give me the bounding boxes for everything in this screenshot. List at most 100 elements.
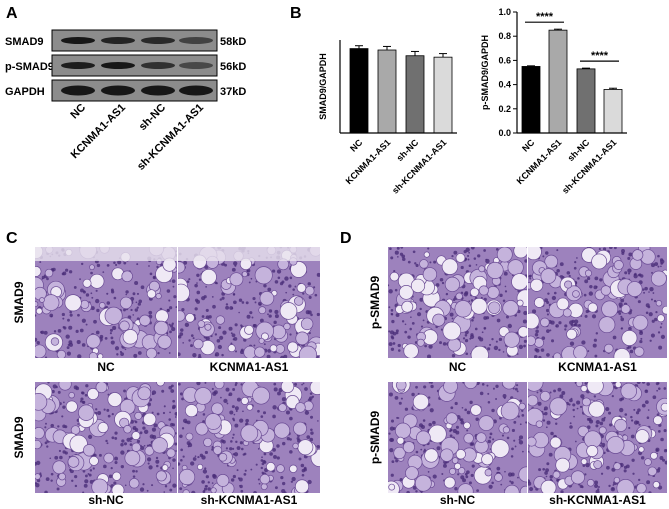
nucleus [232, 453, 235, 456]
band [61, 37, 95, 44]
nucleus [178, 334, 182, 339]
nucleus [120, 465, 124, 469]
nucleus [274, 309, 279, 314]
nucleus [235, 382, 238, 385]
nucleus [201, 455, 206, 460]
nucleus [577, 323, 581, 327]
nucleus [174, 442, 177, 446]
caption: sh-KCNMA1-AS1 [549, 493, 646, 507]
nucleus [542, 255, 545, 258]
nucleus [211, 295, 214, 298]
micrograph [35, 247, 177, 358]
oocyte [252, 386, 270, 405]
nucleus [621, 249, 625, 253]
oocyte [258, 337, 265, 344]
nucleus [463, 292, 468, 297]
nucleus [507, 472, 513, 477]
oocyte [463, 421, 471, 430]
nucleus [391, 313, 394, 316]
nucleus [39, 472, 42, 475]
oocyte [131, 442, 141, 452]
nucleus [397, 255, 399, 258]
nucleus [124, 484, 127, 487]
oocyte [178, 283, 190, 303]
nucleus [517, 415, 520, 418]
nucleus [621, 251, 625, 255]
nucleus [212, 304, 216, 309]
nucleus [651, 271, 653, 274]
nucleus [240, 350, 244, 355]
nucleus [311, 395, 315, 398]
nucleus [654, 262, 659, 267]
oocyte [82, 278, 92, 288]
nucleus [163, 405, 166, 408]
nucleus [105, 439, 108, 443]
oocyte [193, 338, 204, 350]
nucleus [172, 406, 175, 410]
nucleus [388, 306, 391, 309]
nucleus [562, 275, 565, 279]
nucleus [420, 448, 423, 451]
nucleus [290, 480, 294, 483]
band [101, 62, 135, 69]
nucleus [156, 412, 160, 416]
nucleus [632, 472, 635, 475]
nucleus [276, 444, 280, 448]
nucleus [235, 409, 238, 412]
oocyte [501, 382, 517, 390]
nucleus [225, 305, 230, 310]
nucleus [211, 482, 214, 484]
nucleus [551, 339, 555, 343]
x-tick-label: NC [520, 137, 537, 154]
nucleus [569, 425, 573, 429]
nucleus [161, 389, 165, 393]
nucleus [398, 401, 402, 405]
nucleus [572, 403, 576, 407]
nucleus [557, 387, 562, 392]
nucleus [192, 457, 197, 461]
oocyte [507, 259, 524, 276]
oocyte [278, 403, 287, 413]
nucleus [82, 469, 86, 473]
oocyte [424, 448, 439, 463]
oocyte [68, 392, 75, 399]
nucleus [491, 338, 494, 341]
nucleus [539, 389, 543, 392]
nucleus [514, 387, 518, 391]
oocyte [393, 446, 406, 460]
nucleus [627, 272, 631, 275]
nucleus [204, 382, 207, 384]
oocyte [161, 464, 169, 471]
oocyte [652, 481, 660, 489]
oocyte [146, 289, 157, 299]
nucleus [179, 434, 183, 439]
oocyte [500, 401, 520, 421]
nucleus [64, 425, 68, 429]
nucleus [129, 443, 133, 446]
nucleus [620, 298, 625, 303]
nucleus [585, 383, 587, 385]
nucleus [516, 390, 519, 393]
nucleus [233, 413, 236, 416]
nucleus [103, 408, 106, 411]
oocyte [535, 420, 544, 428]
nucleus [624, 413, 628, 416]
nucleus [218, 326, 222, 330]
oocyte [620, 304, 631, 314]
nucleus [470, 333, 474, 337]
nucleus [187, 445, 190, 448]
bar [603, 89, 623, 134]
oocyte [444, 276, 460, 292]
nucleus [410, 316, 412, 318]
nucleus [190, 334, 194, 337]
nucleus [412, 250, 416, 254]
nucleus [397, 349, 401, 352]
nucleus [388, 342, 393, 346]
nucleus [528, 481, 532, 486]
nucleus [640, 337, 643, 340]
nucleus [45, 422, 47, 425]
nucleus [95, 298, 100, 304]
nucleus [273, 454, 277, 459]
nucleus [450, 406, 454, 410]
